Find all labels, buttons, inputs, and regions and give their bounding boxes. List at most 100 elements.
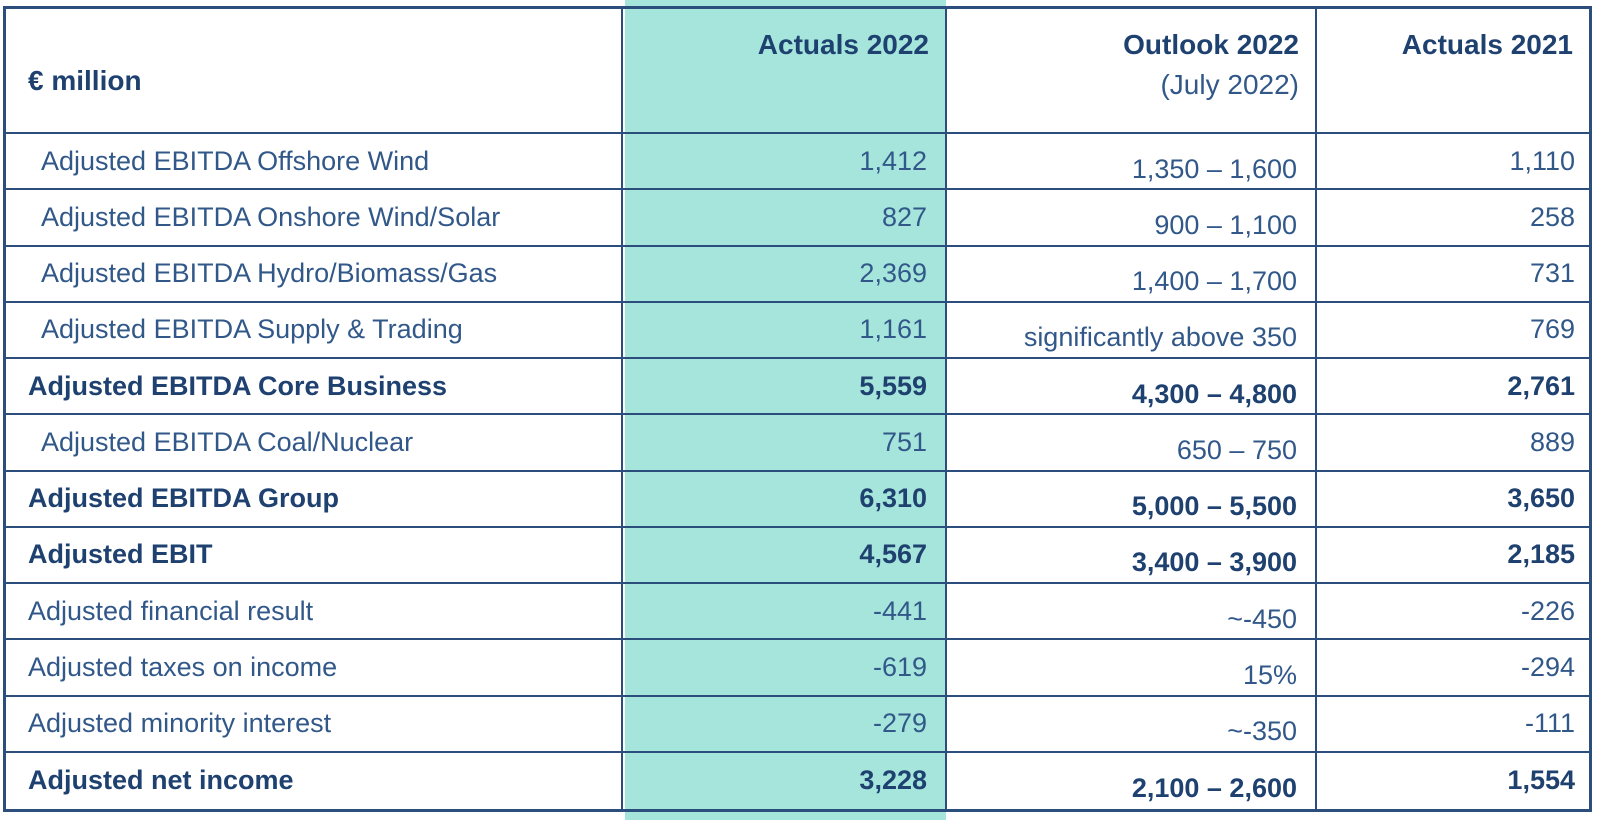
- row-label: Adjusted EBITDA Hydro/Biomass/Gas: [41, 258, 498, 289]
- actuals-2022-value: 827: [881, 201, 927, 232]
- table-row: Adjusted EBITDA Coal/Nuclear 751 650 – 7…: [6, 415, 1589, 472]
- outlook-2022-cell: 2,100 – 2,600: [947, 752, 1317, 809]
- outlook-2022-cell: 1,350 – 1,600: [947, 134, 1317, 189]
- actuals-2021-value: 2,761: [1507, 370, 1575, 401]
- actuals-2022-value: 751: [881, 426, 927, 457]
- actuals-2022-value: 5,559: [859, 370, 927, 401]
- row-label: Adjusted EBITDA Onshore Wind/Solar: [41, 201, 501, 232]
- outlook-2022-value: 650 – 750: [1176, 434, 1297, 465]
- column-header-label: Actuals 2021: [1401, 29, 1573, 60]
- actuals-2021-value: 731: [1529, 258, 1575, 289]
- actuals-2021-value: -226: [1520, 595, 1575, 626]
- row-label-cell: Adjusted EBITDA Coal/Nuclear: [6, 415, 623, 470]
- outlook-2022-cell: 1,400 – 1,700: [947, 246, 1317, 301]
- actuals-2022-cell: 751: [623, 415, 947, 470]
- table-row: Adjusted EBITDA Supply & Trading 1,161 s…: [6, 302, 1589, 359]
- row-label: Adjusted EBITDA Core Business: [28, 370, 448, 401]
- actuals-2021-value: 3,650: [1507, 483, 1575, 514]
- row-label: Adjusted EBITDA Offshore Wind: [41, 145, 430, 176]
- actuals-2022-cell: -279: [623, 696, 947, 751]
- outlook-2022-value: 5,000 – 5,500: [1131, 491, 1297, 522]
- column-header-outlook-2022: Outlook 2022 (July 2022): [947, 9, 1317, 132]
- row-label: Adjusted EBITDA Group: [28, 483, 339, 514]
- actuals-2021-value: -111: [1524, 708, 1575, 739]
- column-header-sublabel: (July 2022): [1160, 69, 1299, 100]
- actuals-2022-value: 6,310: [859, 483, 927, 514]
- outlook-2022-cell: significantly above 350: [947, 302, 1317, 357]
- actuals-2022-cell: 6,310: [623, 471, 947, 526]
- outlook-2022-cell: 3,400 – 3,900: [947, 527, 1317, 582]
- row-label: Adjusted financial result: [28, 595, 314, 626]
- actuals-2021-cell: 769: [1317, 303, 1589, 357]
- row-label-cell: Adjusted EBITDA Group: [6, 471, 623, 526]
- outlook-2022-cell: ~-450: [947, 584, 1317, 639]
- actuals-2022-cell: 827: [623, 190, 947, 245]
- outlook-2022-value: 2,100 – 2,600: [1131, 773, 1297, 804]
- actuals-2022-value: 3,228: [859, 765, 927, 796]
- actuals-2022-value: 2,369: [859, 258, 927, 289]
- row-label-cell: Adjusted taxes on income: [6, 640, 623, 695]
- row-label: Adjusted net income: [28, 765, 294, 796]
- actuals-2022-highlight-band: [625, 0, 946, 820]
- row-label-cell: Adjusted minority interest: [6, 696, 623, 751]
- outlook-2022-cell: ~-350: [947, 696, 1317, 751]
- row-label-cell: Adjusted EBITDA Core Business: [6, 359, 623, 414]
- column-header-actuals-2022: Actuals 2022: [623, 9, 947, 132]
- actuals-2021-cell: 731: [1317, 247, 1589, 301]
- actuals-2021-value: 889: [1529, 426, 1575, 457]
- outlook-2022-value: 1,350 – 1,600: [1131, 153, 1297, 184]
- row-label: Adjusted minority interest: [28, 708, 332, 739]
- outlook-2022-value: 900 – 1,100: [1154, 209, 1297, 240]
- actuals-2022-cell: -619: [623, 640, 947, 695]
- outlook-2022-cell: 15%: [947, 640, 1317, 695]
- actuals-2021-cell: -294: [1317, 640, 1589, 694]
- row-label: Adjusted EBIT: [28, 539, 213, 570]
- column-header-label: Actuals 2022: [757, 29, 929, 60]
- actuals-2021-cell: 889: [1317, 415, 1589, 469]
- actuals-2021-value: 2,185: [1507, 539, 1575, 570]
- row-label-cell: Adjusted financial result: [6, 584, 623, 639]
- actuals-2022-value: 4,567: [859, 539, 927, 570]
- outlook-2022-value: 15%: [1242, 659, 1297, 690]
- actuals-2022-cell: 5,559: [623, 359, 947, 414]
- actuals-2021-cell: 2,761: [1317, 359, 1589, 413]
- table-row: Adjusted financial result -441 ~-450 -22…: [6, 584, 1589, 641]
- table-row: Adjusted taxes on income -619 15% -294: [6, 640, 1589, 697]
- actuals-2022-value: -441: [872, 595, 927, 626]
- row-label: Adjusted EBITDA Coal/Nuclear: [41, 426, 414, 457]
- actuals-2021-cell: 1,110: [1317, 134, 1589, 188]
- row-label-cell: Adjusted EBIT: [6, 527, 623, 582]
- row-label-cell: Adjusted EBITDA Hydro/Biomass/Gas: [6, 246, 623, 301]
- outlook-2022-cell: 4,300 – 4,800: [947, 359, 1317, 414]
- table-row: Adjusted EBITDA Group 6,310 5,000 – 5,50…: [6, 471, 1589, 528]
- row-label-cell: Adjusted net income: [6, 752, 623, 809]
- table-row: Adjusted EBITDA Onshore Wind/Solar 827 9…: [6, 190, 1589, 247]
- actuals-2022-value: -619: [872, 651, 927, 682]
- actuals-2021-value: -294: [1520, 651, 1575, 682]
- table-row: Adjusted net income 3,228 2,100 – 2,600 …: [6, 752, 1589, 809]
- row-label: Adjusted EBITDA Supply & Trading: [41, 314, 463, 345]
- actuals-2021-cell: 3,650: [1317, 472, 1589, 526]
- actuals-2021-value: 258: [1529, 201, 1575, 232]
- outlook-2022-value: ~-350: [1227, 716, 1297, 747]
- outlook-2022-value: 1,400 – 1,700: [1131, 266, 1297, 297]
- outlook-2022-value: 3,400 – 3,900: [1131, 547, 1297, 578]
- table-row: Adjusted minority interest -279 ~-350 -1…: [6, 696, 1589, 753]
- unit-header-cell: € million: [6, 9, 623, 132]
- outlook-2022-value: 4,300 – 4,800: [1131, 378, 1297, 409]
- actuals-2021-cell: 1,554: [1317, 753, 1589, 809]
- row-label: Adjusted taxes on income: [28, 651, 338, 682]
- outlook-2022-value: ~-450: [1227, 603, 1297, 634]
- actuals-2021-value: 1,554: [1507, 765, 1575, 796]
- outlook-2022-cell: 650 – 750: [947, 415, 1317, 470]
- table-row: Adjusted EBITDA Offshore Wind 1,412 1,35…: [6, 134, 1589, 191]
- actuals-2022-value: -279: [872, 708, 927, 739]
- row-label-cell: Adjusted EBITDA Offshore Wind: [6, 134, 623, 189]
- actuals-2021-cell: 258: [1317, 190, 1589, 244]
- row-label-cell: Adjusted EBITDA Onshore Wind/Solar: [6, 190, 623, 245]
- actuals-2022-cell: 4,567: [623, 527, 947, 582]
- table-row: Adjusted EBITDA Core Business 5,559 4,30…: [6, 359, 1589, 416]
- actuals-2021-cell: -111: [1317, 697, 1589, 751]
- column-header-label: Outlook 2022: [1123, 29, 1299, 60]
- table-row: Adjusted EBITDA Hydro/Biomass/Gas 2,369 …: [6, 246, 1589, 303]
